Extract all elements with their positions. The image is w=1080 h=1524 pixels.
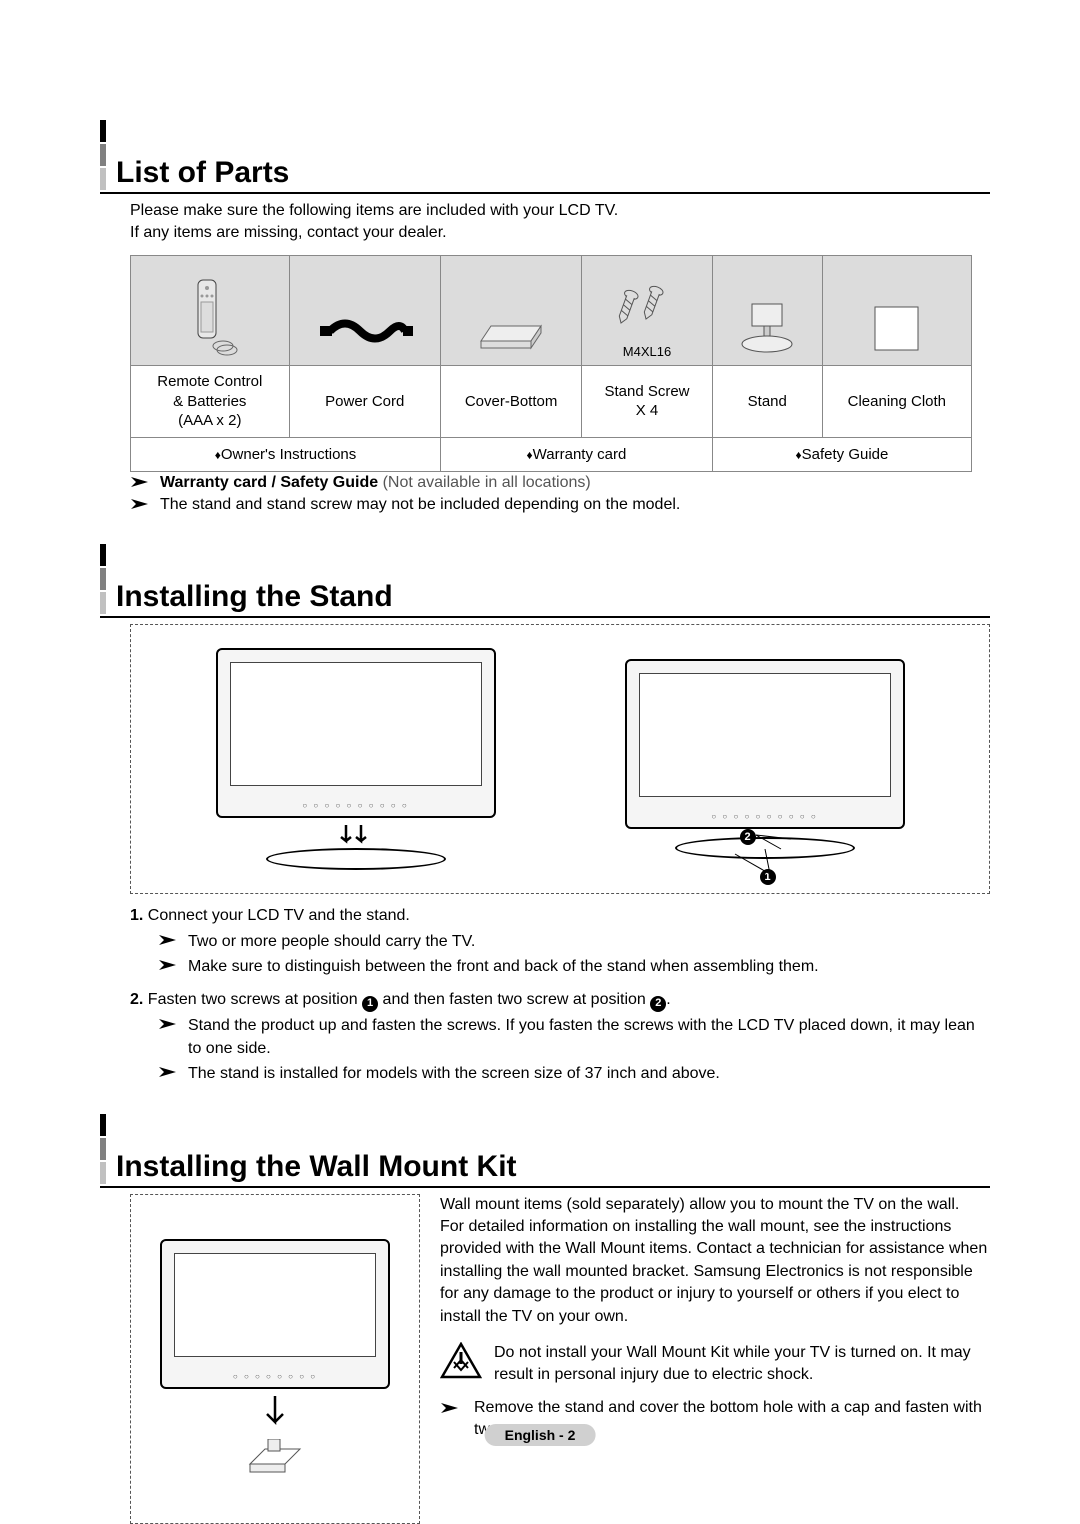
parts-note: The stand and stand screw may not be inc… bbox=[130, 494, 990, 516]
step-number: 1. bbox=[130, 907, 143, 924]
parts-docs-row: Owner's Instructions Warranty card Safet… bbox=[131, 437, 972, 471]
note-text: (Not available in all locations) bbox=[378, 474, 591, 491]
header-marks bbox=[100, 544, 106, 616]
step-subnote: Stand the product up and fasten the scre… bbox=[158, 1014, 990, 1060]
stand-section: Installing the Stand ○ ○ ○ ○ ○ ○ ○ ○ ○ ○… bbox=[100, 544, 990, 1085]
doc-label: Safety Guide bbox=[802, 446, 889, 463]
wall-warning: Do not install your Wall Mount Kit while… bbox=[440, 1342, 990, 1387]
note-bold: Warranty card / Safety Guide bbox=[160, 474, 378, 491]
stand-figure: ○ ○ ○ ○ ○ ○ ○ ○ ○ ○ ○ ○ ○ ○ ○ ○ ○ ○ ○ ○ … bbox=[130, 624, 990, 894]
cover-bottom-icon bbox=[471, 306, 551, 356]
inline-circle-2-icon: 2 bbox=[650, 996, 666, 1012]
callout-2-icon: 2 bbox=[740, 829, 756, 845]
step-subnote: Two or more people should carry the TV. bbox=[158, 930, 990, 953]
intro-line: Please make sure the following items are… bbox=[130, 202, 618, 219]
doc-label: Warranty card bbox=[533, 446, 627, 463]
part-caption-sub: M4XL16 bbox=[586, 344, 708, 359]
step-1: 1. Connect your LCD TV and the stand. Tw… bbox=[130, 904, 990, 978]
step-subnote: The stand is installed for models with t… bbox=[158, 1062, 990, 1085]
arrow-icon bbox=[130, 475, 152, 489]
parts-table: M4XL16 Remote Control & Batteries (AAA x… bbox=[130, 255, 972, 472]
wall-section: Installing the Wall Mount Kit ○ ○ ○ ○ ○ … bbox=[100, 1114, 990, 1524]
intro-line: If any items are missing, contact your d… bbox=[130, 224, 447, 241]
part-image-cell bbox=[712, 256, 822, 366]
inline-circle-1-icon: 1 bbox=[362, 996, 378, 1012]
doc-label: Owner's Instructions bbox=[221, 446, 356, 463]
section-header: Installing the Wall Mount Kit bbox=[100, 1114, 990, 1188]
doc-item: Warranty card bbox=[441, 437, 713, 471]
subnote-text: Make sure to distinguish between the fro… bbox=[188, 955, 819, 978]
arrow-icon bbox=[158, 933, 180, 947]
page-footer: English - 2 bbox=[485, 1424, 596, 1446]
power-cord-icon bbox=[315, 306, 415, 356]
wall-content: ○ ○ ○ ○ ○ ○ ○ ○ Wall mount items (sold s… bbox=[130, 1194, 990, 1524]
step-2: 2. Fasten two screws at position 1 and t… bbox=[130, 988, 990, 1086]
part-label: Cover-Bottom bbox=[441, 366, 582, 438]
part-label: Remote Control & Batteries (AAA x 2) bbox=[131, 366, 290, 438]
tv-diagram: ○ ○ ○ ○ ○ ○ ○ ○ ○ ○ 2 1 bbox=[625, 659, 905, 859]
part-image-cell: M4XL16 bbox=[582, 256, 713, 366]
warning-icon bbox=[440, 1342, 482, 1380]
wall-figure: ○ ○ ○ ○ ○ ○ ○ ○ bbox=[130, 1194, 420, 1524]
section-title: List of Parts bbox=[116, 156, 289, 192]
part-image-cell bbox=[822, 256, 971, 366]
step-text: and then fasten two screw at position bbox=[378, 991, 650, 1008]
step-text: Connect your LCD TV and the stand. bbox=[143, 907, 410, 924]
part-image-cell bbox=[441, 256, 582, 366]
doc-item: Safety Guide bbox=[712, 437, 971, 471]
callout-line-icon bbox=[720, 849, 780, 879]
parts-images-row: M4XL16 bbox=[131, 256, 972, 366]
parts-note: Warranty card / Safety Guide (Not availa… bbox=[130, 472, 990, 494]
stand-steps: 1. Connect your LCD TV and the stand. Tw… bbox=[130, 904, 990, 1085]
part-label: Power Cord bbox=[289, 366, 441, 438]
step-number: 2. bbox=[130, 991, 143, 1008]
bracket-icon bbox=[240, 1439, 310, 1479]
arrow-icon bbox=[158, 1065, 180, 1079]
tv-diagram: ○ ○ ○ ○ ○ ○ ○ ○ ○ ○ bbox=[216, 648, 496, 870]
part-label: Stand bbox=[712, 366, 822, 438]
subnote-text: Stand the product up and fasten the scre… bbox=[188, 1014, 990, 1060]
step-text: Fasten two screws at position bbox=[143, 991, 362, 1008]
parts-intro: Please make sure the following items are… bbox=[130, 200, 990, 243]
down-arrow-icon bbox=[260, 1394, 290, 1434]
parts-labels-row: Remote Control & Batteries (AAA x 2) Pow… bbox=[131, 366, 972, 438]
section-header: List of Parts bbox=[100, 120, 990, 194]
note-text: The stand and stand screw may not be inc… bbox=[160, 494, 680, 516]
part-label: Cleaning Cloth bbox=[822, 366, 971, 438]
cloth-icon bbox=[869, 301, 924, 356]
warning-text: Do not install your Wall Mount Kit while… bbox=[494, 1342, 990, 1387]
section-title: Installing the Stand bbox=[116, 580, 393, 616]
subnote-text: Two or more people should carry the TV. bbox=[188, 930, 475, 953]
section-title: Installing the Wall Mount Kit bbox=[116, 1150, 517, 1186]
subnote-text: The stand is installed for models with t… bbox=[188, 1062, 720, 1085]
arrow-icon bbox=[158, 1017, 180, 1031]
part-image-cell bbox=[131, 256, 290, 366]
part-image-cell bbox=[289, 256, 441, 366]
parts-section: List of Parts Please make sure the follo… bbox=[100, 120, 990, 516]
section-header: Installing the Stand bbox=[100, 544, 990, 618]
header-marks bbox=[100, 1114, 106, 1186]
doc-item: Owner's Instructions bbox=[131, 437, 441, 471]
arrow-icon bbox=[130, 497, 152, 511]
wall-text-block: Wall mount items (sold separately) allow… bbox=[440, 1194, 990, 1524]
step-text: . bbox=[666, 991, 670, 1008]
arrow-icon bbox=[158, 958, 180, 972]
step-subnote: Make sure to distinguish between the fro… bbox=[158, 955, 990, 978]
screws-icon bbox=[612, 281, 682, 341]
part-label: Stand Screw X 4 bbox=[582, 366, 713, 438]
arrow-icon bbox=[440, 1401, 462, 1415]
stand-icon bbox=[732, 296, 802, 356]
header-marks bbox=[100, 120, 106, 192]
wall-paragraph: Wall mount items (sold separately) allow… bbox=[440, 1194, 990, 1328]
remote-icon bbox=[180, 276, 240, 356]
